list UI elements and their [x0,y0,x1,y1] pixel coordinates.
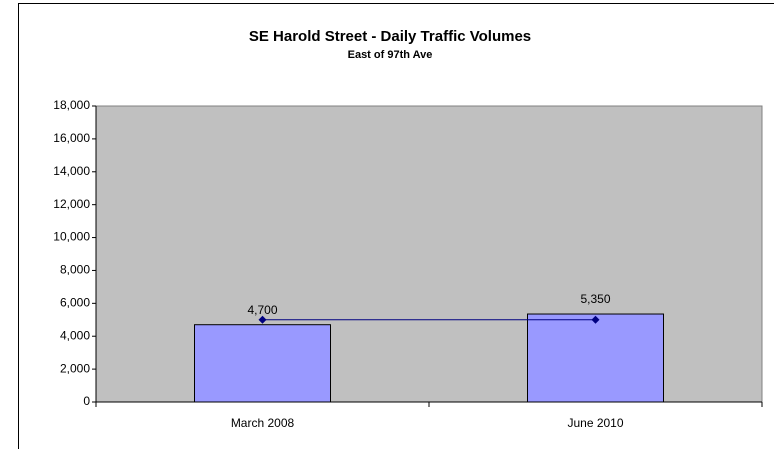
y-tick-label: 14,000 [53,164,90,178]
bar [527,313,664,403]
y-tick-label: 0 [83,394,90,408]
marker [258,315,267,324]
y-tick-label: 18,000 [53,98,90,112]
y-tick-label: 8,000 [60,263,90,277]
bar [194,324,331,403]
marker [591,315,600,324]
y-tick-label: 2,000 [60,361,90,375]
chart-subtitle: East of 97th Ave [348,49,433,61]
x-tick-label: March 2008 [231,416,295,430]
chart-title: SE Harold Street - Daily Traffic Volumes [249,28,531,45]
y-tick-label: 16,000 [53,131,90,145]
data-label: 4,700 [247,303,277,317]
y-tick-label: 4,000 [60,328,90,342]
y-tick-label: 10,000 [53,230,90,244]
y-tick-label: 12,000 [53,197,90,211]
y-tick-label: 6,000 [60,296,90,310]
x-tick-label: June 2010 [567,416,623,430]
data-label: 5,350 [580,292,610,306]
